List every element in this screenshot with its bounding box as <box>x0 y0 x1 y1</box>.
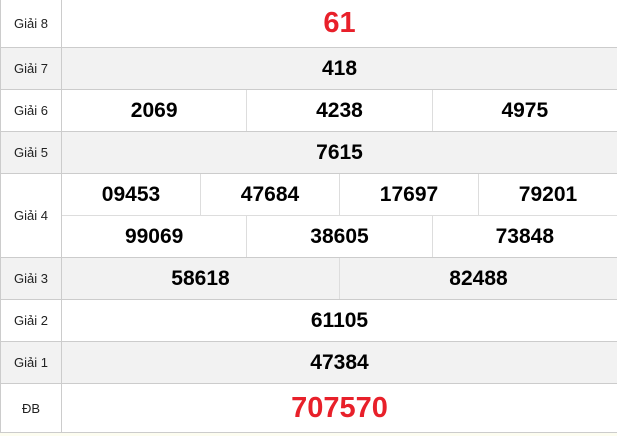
prize-number: 4975 <box>431 90 617 131</box>
prize-number: 47384 <box>310 350 369 374</box>
prize-row: Giải 1 47384 <box>1 342 617 384</box>
prize-number: 82488 <box>339 258 617 299</box>
prize-values: 47384 <box>62 342 617 383</box>
prize-row: Giải 5 7615 <box>1 132 617 174</box>
prize-subrow: 99069 38605 73848 <box>62 215 617 257</box>
prize-label: Giải 2 <box>1 300 62 341</box>
prize-subrow: 7615 <box>62 132 617 173</box>
prize-subrow: 09453 47684 17697 79201 <box>62 174 617 215</box>
prize-subrow: 61 <box>62 0 617 47</box>
prize-label: Giải 8 <box>1 0 62 47</box>
prize-number: 73848 <box>431 216 617 257</box>
prize-row: Giải 7 418 <box>1 48 617 90</box>
prize-subrow: 707570 <box>62 384 617 432</box>
prize-number: 17697 <box>339 174 478 215</box>
prize-number: 2069 <box>130 98 178 122</box>
prize-label: Giải 4 <box>1 174 62 257</box>
prize-label: Giải 3 <box>1 258 62 299</box>
prize-number: 38605 <box>246 216 431 257</box>
prize-row: Giải 2 61105 <box>1 300 617 342</box>
prize-values: 418 <box>62 48 617 89</box>
prize-values: 61 <box>62 0 617 47</box>
prize-subrow: 47384 <box>62 342 617 383</box>
prize-row: Giải 4 09453 47684 17697 79201 99069 38605 7384… <box>1 174 617 258</box>
prize-values: 09453 47684 17697 79201 99069 38605 73848 <box>62 174 617 257</box>
prize-label: Giải 5 <box>1 132 62 173</box>
prize-number: 61 <box>323 7 356 39</box>
prize-label: Giải 7 <box>1 48 62 89</box>
prize-number: 99069 <box>124 224 184 248</box>
prize-row: Giải 6 2069 4238 4975 <box>1 90 617 132</box>
prize-number: 418 <box>321 56 358 80</box>
prize-number: 79201 <box>478 174 617 215</box>
prize-number: 09453 <box>101 182 161 206</box>
prize-values: 707570 <box>62 384 617 432</box>
prize-values: 61105 <box>62 300 617 341</box>
prize-number: 7615 <box>316 140 363 164</box>
prize-values: 2069 4238 4975 <box>62 90 617 131</box>
prize-number: 47684 <box>200 174 339 215</box>
prize-number: 4238 <box>246 90 431 131</box>
prize-subrow: 58618 82488 <box>62 258 617 299</box>
prize-label: Giải 6 <box>1 90 62 131</box>
prize-values: 58618 82488 <box>62 258 617 299</box>
prize-number: 58618 <box>171 266 230 290</box>
prize-row: Giải 3 58618 82488 <box>1 258 617 300</box>
prize-number: 61105 <box>310 308 369 332</box>
prize-values: 7615 <box>62 132 617 173</box>
prize-label: ĐB <box>1 384 62 432</box>
prize-label: Giải 1 <box>1 342 62 383</box>
prize-subrow: 2069 4238 4975 <box>62 90 617 131</box>
prize-row: ĐB 707570 <box>1 384 617 433</box>
prize-subrow: 61105 <box>62 300 617 341</box>
prize-number: 707570 <box>291 391 388 424</box>
prize-row: Giải 8 61 <box>1 0 617 48</box>
prize-subrow: 418 <box>62 48 617 89</box>
